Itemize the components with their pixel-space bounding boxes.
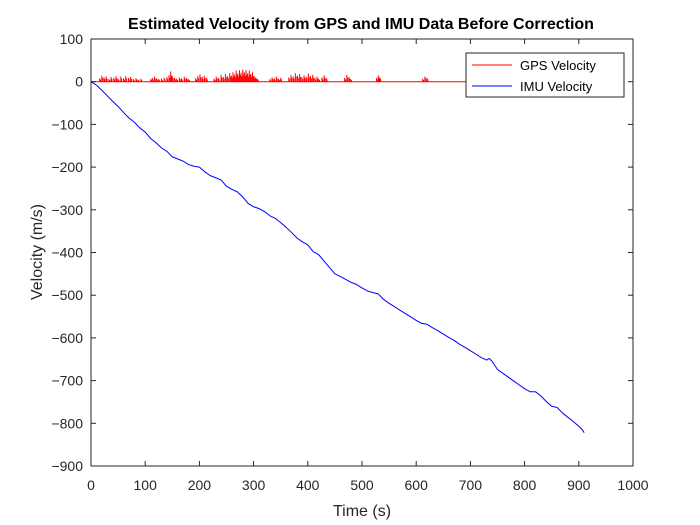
legend-label-imu-velocity: IMU Velocity xyxy=(520,79,593,94)
y-tick-label: −800 xyxy=(51,415,83,431)
y-tick-label: −600 xyxy=(51,330,83,346)
x-tick-label: 100 xyxy=(134,477,158,493)
series-gps-velocity xyxy=(91,69,587,83)
x-tick-label: 900 xyxy=(567,477,591,493)
y-tick-label: 100 xyxy=(60,31,84,47)
legend-label-gps-velocity: GPS Velocity xyxy=(520,58,596,73)
y-tick-label: 0 xyxy=(75,74,83,90)
x-tick-label: 0 xyxy=(87,477,95,493)
y-tick-label: −300 xyxy=(51,202,83,218)
y-axis-title: Velocity (m/s) xyxy=(29,204,46,300)
x-tick-label: 1000 xyxy=(617,477,648,493)
x-tick-label: 300 xyxy=(242,477,266,493)
y-tick-label: −100 xyxy=(51,116,83,132)
axes-layer: 0 100 200 300 400 500 600 700 800 900 10001000−100… xyxy=(51,31,648,493)
x-tick-label: 600 xyxy=(405,477,429,493)
chart-title: Estimated Velocity from GPS and IMU Data… xyxy=(128,16,594,33)
x-tick-label: 400 xyxy=(296,477,320,493)
y-tick-label: −500 xyxy=(51,287,83,303)
y-tick-label: −700 xyxy=(51,373,83,389)
x-axis-title: Time (s) xyxy=(333,503,391,520)
x-tick-label: 500 xyxy=(350,477,374,493)
legend: GPS Velocity IMU Velocity xyxy=(465,52,625,98)
x-tick-label: 200 xyxy=(188,477,212,493)
y-tick-label: −200 xyxy=(51,159,83,175)
legend-box xyxy=(465,52,625,98)
y-tick-label: −900 xyxy=(51,458,83,474)
plot-area xyxy=(91,39,633,466)
y-tick-label: −400 xyxy=(51,245,83,261)
x-tick-label: 800 xyxy=(513,477,537,493)
series-layer xyxy=(90,69,587,433)
x-tick-label: 700 xyxy=(459,477,483,493)
series-imu-velocity xyxy=(90,81,585,433)
